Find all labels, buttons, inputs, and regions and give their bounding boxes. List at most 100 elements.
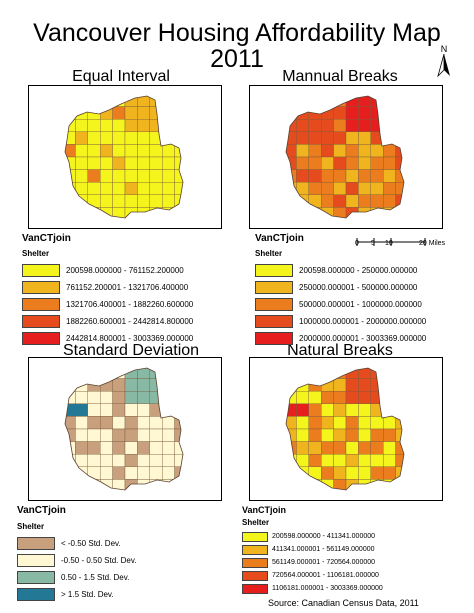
census-tract xyxy=(333,169,347,183)
census-tract xyxy=(286,479,297,490)
census-tract xyxy=(370,391,384,405)
map-equal-interval xyxy=(64,95,184,219)
census-tract xyxy=(65,194,76,208)
census-tract xyxy=(75,416,89,430)
census-tract xyxy=(87,416,101,430)
census-tract xyxy=(75,169,89,183)
census-tract xyxy=(112,416,126,430)
census-tract xyxy=(382,453,396,467)
census-tract xyxy=(382,181,396,195)
region-boundary xyxy=(285,367,405,491)
census-tract xyxy=(370,194,384,208)
legend-item: 1321706.400001 - 1882260.600000 xyxy=(22,296,232,313)
census-tract xyxy=(149,416,163,430)
census-tract xyxy=(358,479,372,490)
census-tract xyxy=(308,368,322,379)
panel-title-standard-deviation: Standard Deviation xyxy=(62,342,200,359)
census-tract xyxy=(87,131,101,145)
census-tract xyxy=(137,194,151,208)
census-tract xyxy=(161,119,175,133)
census-tract xyxy=(358,207,372,218)
census-tract xyxy=(99,131,113,145)
census-tract xyxy=(370,441,384,455)
census-tract xyxy=(333,466,347,480)
census-tract xyxy=(308,403,322,417)
census-tract xyxy=(382,466,396,480)
census-tract xyxy=(382,169,396,183)
census-tract xyxy=(320,194,334,208)
census-tract xyxy=(308,391,322,405)
census-tract xyxy=(370,428,384,442)
census-tract xyxy=(296,428,310,442)
census-tract xyxy=(382,96,396,107)
census-tract xyxy=(333,156,347,170)
census-tract xyxy=(87,207,101,218)
census-tract xyxy=(75,207,89,218)
census-tract xyxy=(174,207,183,218)
census-tract xyxy=(358,428,372,442)
census-tract xyxy=(345,156,359,170)
census-tract xyxy=(345,441,359,455)
census-tract xyxy=(161,428,175,442)
census-tract xyxy=(75,368,89,379)
census-tract xyxy=(161,391,175,405)
census-tract xyxy=(124,428,138,442)
legend-swatch xyxy=(17,537,55,550)
census-tract xyxy=(320,368,334,379)
region-boundary xyxy=(64,95,184,219)
region-boundary xyxy=(64,367,184,491)
legend-item: 1000000.000001 - 2000000.000000 xyxy=(255,313,465,330)
legend-item: 0.50 - 1.5 Std. Dev. xyxy=(17,569,227,586)
census-tract xyxy=(99,466,113,480)
census-tract xyxy=(174,106,183,120)
census-tract xyxy=(358,453,372,467)
scale-tick-0: 0 xyxy=(355,240,359,247)
census-tract xyxy=(161,416,175,430)
census-tract xyxy=(308,131,322,145)
census-tract xyxy=(296,368,310,379)
census-tract xyxy=(174,391,183,405)
census-tract xyxy=(370,207,384,218)
census-tract xyxy=(308,169,322,183)
legend-item: 411341.000001 - 561149.000000 xyxy=(242,543,467,556)
census-tract xyxy=(370,466,384,480)
census-tract xyxy=(382,194,396,208)
census-tract xyxy=(296,156,310,170)
census-tract xyxy=(112,391,126,405)
census-tract xyxy=(345,181,359,195)
census-tract xyxy=(87,466,101,480)
census-tract xyxy=(345,169,359,183)
census-tract xyxy=(87,194,101,208)
census-tract xyxy=(65,169,76,183)
census-tract xyxy=(345,131,359,145)
legend-layer-name: VanCTjoin xyxy=(17,505,66,516)
census-tract xyxy=(75,479,89,490)
legend-item: < -0.50 Std. Dev. xyxy=(17,535,227,552)
census-tract xyxy=(370,144,384,158)
census-tract xyxy=(124,119,138,133)
census-tract xyxy=(124,453,138,467)
census-tract xyxy=(296,207,310,218)
census-tract xyxy=(395,378,404,392)
census-tract xyxy=(358,403,372,417)
census-tract xyxy=(65,403,76,417)
census-tract xyxy=(308,119,322,133)
census-tract xyxy=(137,441,151,455)
map-frame-natural-breaks xyxy=(249,357,443,501)
legend-swatch xyxy=(22,298,60,311)
map-frame-equal-interval xyxy=(28,85,222,229)
census-tract xyxy=(124,368,138,379)
legend-field-name: Shelter xyxy=(17,522,45,531)
census-tract xyxy=(137,391,151,405)
census-tract xyxy=(174,378,183,392)
census-tract xyxy=(358,368,372,379)
census-tract xyxy=(137,96,151,107)
census-tract xyxy=(112,403,126,417)
legend-swatch xyxy=(255,298,293,311)
census-tract xyxy=(124,403,138,417)
census-tract xyxy=(87,156,101,170)
scale-bar-graphic xyxy=(356,238,426,246)
legend-standard-deviation: VanCTjoin Shelter < -0.50 Std. Dev. -0.5… xyxy=(17,505,227,603)
census-tract xyxy=(286,207,297,218)
census-tract xyxy=(65,479,76,490)
